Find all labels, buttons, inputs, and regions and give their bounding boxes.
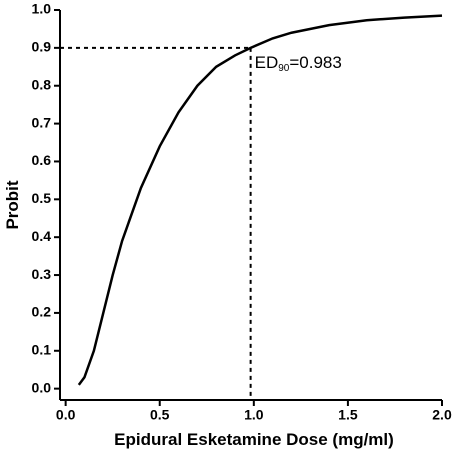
annotation-subscript: 90 — [278, 63, 290, 74]
annotation-text: ED — [255, 53, 279, 72]
curve — [77, 14, 443, 386]
annotation: ED90=0.983 — [255, 53, 342, 74]
x-tick-label: 1.0 — [244, 407, 264, 423]
x-tick-label: 1.5 — [338, 407, 358, 423]
y-axis-title: Probit — [3, 180, 22, 229]
y-tick-label: 0.8 — [32, 76, 52, 92]
y-tick-label: 0.0 — [32, 379, 52, 395]
y-tick-label: 0.2 — [32, 304, 52, 320]
y-tick-label: 0.6 — [32, 152, 52, 168]
x-axis-title: Epidural Esketamine Dose (mg/ml) — [114, 430, 394, 449]
x-tick-label: 0.0 — [56, 407, 76, 423]
annotation-text: =0.983 — [289, 53, 341, 72]
y-tick-label: 0.4 — [32, 228, 52, 244]
x-tick-label: 0.5 — [150, 407, 170, 423]
y-tick-label: 1.0 — [32, 1, 52, 17]
y-tick-label: 0.9 — [32, 39, 52, 55]
y-tick-label: 0.5 — [32, 190, 52, 206]
y-tick-label: 0.7 — [32, 114, 52, 130]
y-tick-label: 0.1 — [32, 341, 52, 357]
y-tick-label: 0.3 — [32, 266, 52, 282]
x-tick-label: 2.0 — [432, 407, 452, 423]
